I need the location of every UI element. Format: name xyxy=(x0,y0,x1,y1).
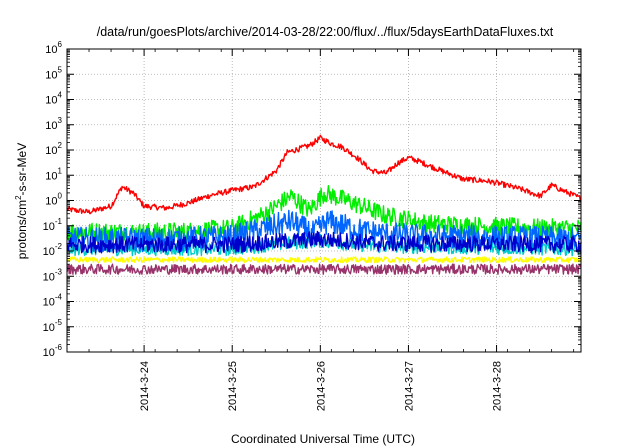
x-tick-label: 2014-3-25 xyxy=(227,361,239,411)
y-tick-exponent: 3 xyxy=(58,116,63,125)
series-line-1 xyxy=(66,185,582,243)
y-tick-exponent: 2 xyxy=(58,141,63,150)
y-tick-label: 10-1 xyxy=(43,217,63,233)
y-tick-exponent: 0 xyxy=(58,192,63,201)
y-tick-label: 102 xyxy=(45,141,62,157)
y-tick-exponent: -6 xyxy=(55,343,63,352)
y-tick-base: 10 xyxy=(43,297,55,309)
y-tick-label: 10-2 xyxy=(43,242,63,258)
y-tick-base: 10 xyxy=(45,196,57,208)
series-layer xyxy=(66,134,582,275)
y-tick-label: 10-3 xyxy=(43,267,63,283)
y-tick-exponent: 6 xyxy=(58,40,63,49)
y-tick-base: 10 xyxy=(43,322,55,334)
y-tick-label: 106 xyxy=(45,40,62,56)
x-tick-label: 2014-3-27 xyxy=(403,361,415,411)
x-axis-label: Coordinated Universal Time (UTC) xyxy=(231,432,415,446)
y-axis-label-suffix: -s-sr-MeV xyxy=(15,143,29,196)
y-tick-exponent: 4 xyxy=(58,91,63,100)
y-tick-base: 10 xyxy=(43,271,55,283)
y-tick-label: 101 xyxy=(45,166,62,182)
y-axis-label-sup: 2 xyxy=(14,195,23,200)
y-axis-label-prefix: protons/cm xyxy=(15,200,29,259)
y-tick-exponent: -5 xyxy=(55,318,63,327)
y-tick-label: 10-5 xyxy=(43,318,63,334)
chart-title: /data/run/goesPlots/archive/2014-03-28/2… xyxy=(97,25,554,39)
x-tick-labels: 2014-3-24 2014-3-25 2014-3-26 2014-3-27 2014… xyxy=(139,361,503,411)
y-tick-labels: 10-610-510-410-310-210-11001011021031041… xyxy=(43,40,63,359)
series-line-6 xyxy=(66,263,582,275)
series-line-4 xyxy=(66,230,582,254)
axis-ticks xyxy=(66,48,581,353)
y-tick-exponent: 1 xyxy=(58,166,63,175)
y-tick-label: 103 xyxy=(45,116,62,132)
y-tick-label: 10-4 xyxy=(43,293,63,309)
y-tick-base: 10 xyxy=(45,44,57,56)
y-tick-label: 105 xyxy=(45,65,62,81)
y-tick-label: 104 xyxy=(45,91,62,107)
y-tick-base: 10 xyxy=(43,347,55,359)
y-tick-label: 100 xyxy=(45,192,62,208)
y-tick-exponent: -1 xyxy=(55,217,63,226)
x-tick-label: 2014-3-28 xyxy=(492,361,504,411)
y-tick-base: 10 xyxy=(45,170,57,182)
y-tick-exponent: -3 xyxy=(55,267,63,276)
y-axis-label: protons/cm2-s-sr-MeV xyxy=(14,143,29,259)
y-tick-base: 10 xyxy=(45,120,57,132)
y-tick-exponent: -2 xyxy=(55,242,63,251)
y-tick-base: 10 xyxy=(45,69,57,81)
y-tick-exponent: -4 xyxy=(55,293,63,302)
x-tick-label: 2014-3-24 xyxy=(139,361,151,411)
series-line-5 xyxy=(66,256,582,264)
y-tick-base: 10 xyxy=(43,246,55,258)
y-tick-label: 10-6 xyxy=(43,343,63,359)
grid-lines xyxy=(67,49,581,352)
y-tick-base: 10 xyxy=(45,145,57,157)
y-tick-base: 10 xyxy=(45,95,57,107)
series-line-0 xyxy=(66,134,582,215)
x-tick-label: 2014-3-26 xyxy=(315,361,327,411)
y-tick-exponent: 5 xyxy=(58,65,63,74)
y-tick-base: 10 xyxy=(43,221,55,233)
